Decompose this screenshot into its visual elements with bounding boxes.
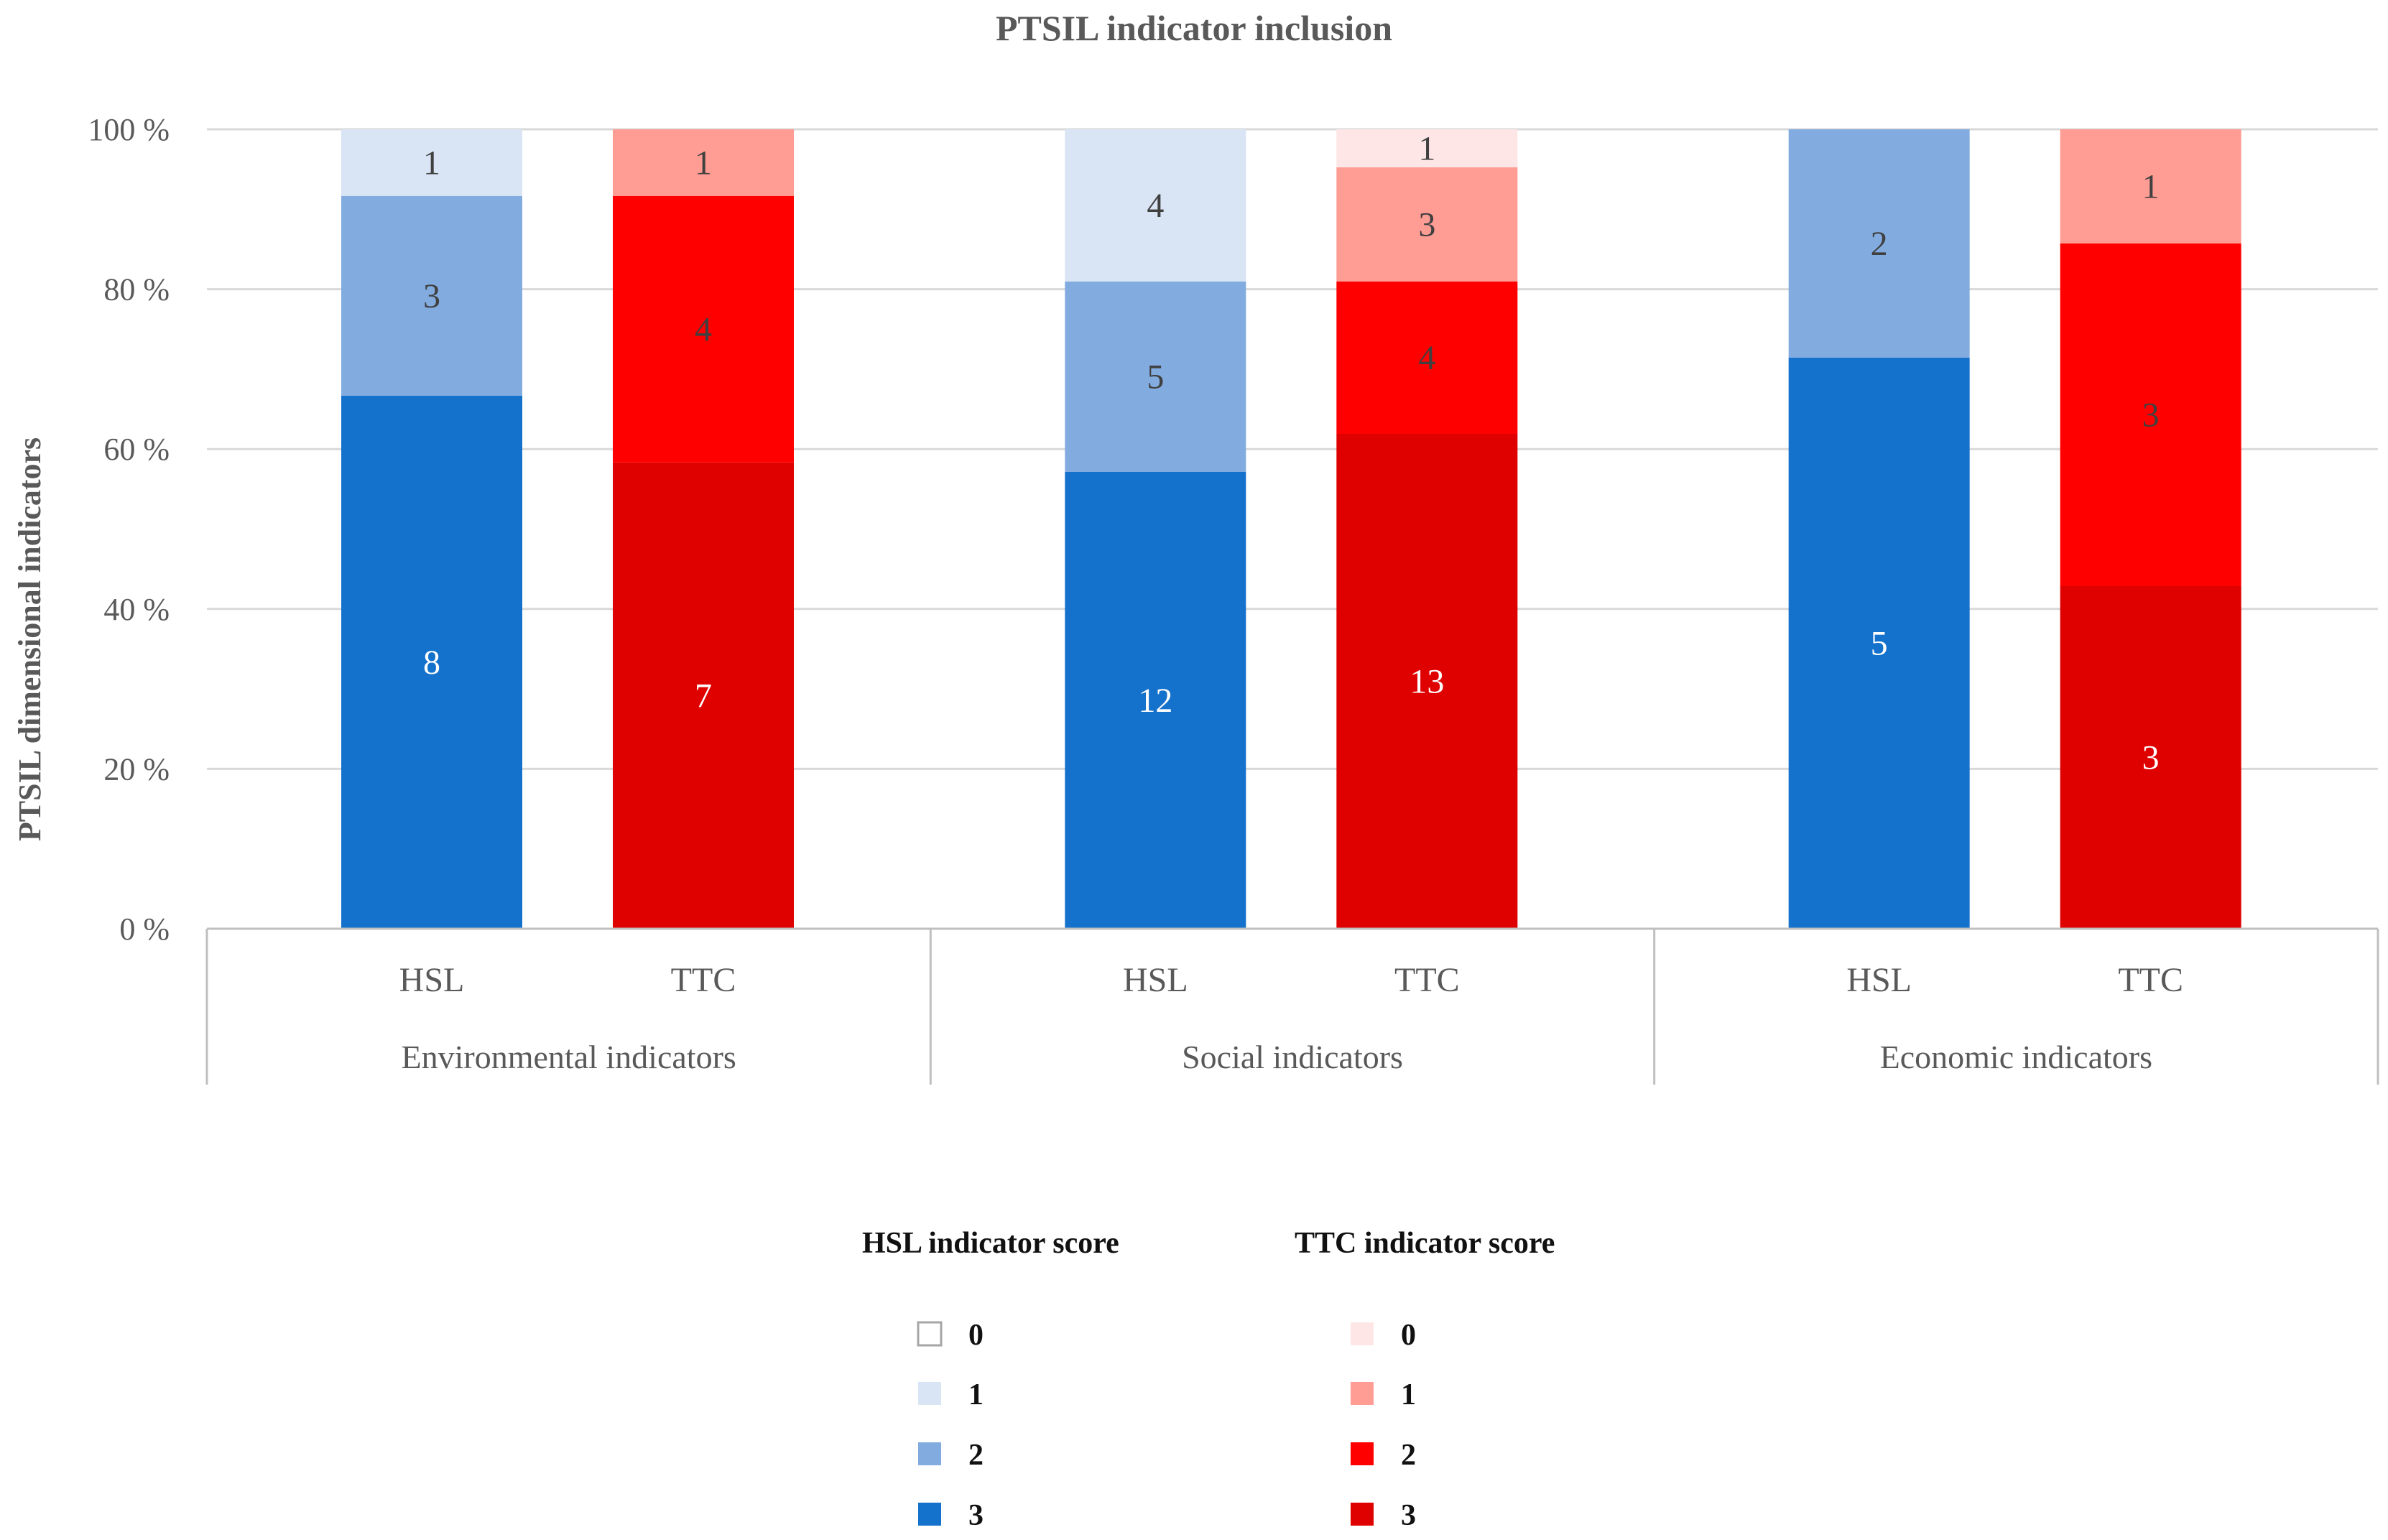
bar-segment-score-3 [1065, 472, 1246, 929]
bar-segment-score-1 [613, 129, 794, 196]
data-label: 1 [1418, 130, 1435, 168]
data-label: 4 [695, 310, 712, 348]
bar-segment-score-2 [613, 195, 794, 463]
bar-segment-score-3 [1336, 434, 1518, 929]
data-label: 4 [1418, 339, 1435, 377]
data-label: 4 [1147, 187, 1164, 225]
bar-segment-score-1 [1065, 129, 1246, 282]
legend-label: 0 [968, 1319, 984, 1352]
y-tick-label: 0 % [119, 912, 170, 947]
x-category-label: TTC [1394, 961, 1460, 999]
data-label: 5 [1147, 358, 1164, 396]
data-label: 13 [1410, 663, 1444, 701]
bar-social-hsl: 12 5 4 [1065, 129, 1246, 929]
x-category-label: TTC [2118, 961, 2183, 999]
bar-segment-score-2 [341, 195, 522, 396]
bar-segment-score-3 [2060, 586, 2241, 929]
x-group-label: Environmental indicators [402, 1039, 736, 1075]
legend-swatch [918, 1503, 941, 1526]
legend-swatch [1351, 1382, 1374, 1405]
data-label: 8 [423, 644, 440, 682]
legend-swatch [918, 1382, 941, 1405]
legend-label: 2 [968, 1439, 984, 1472]
bar-economic-hsl: 52 [1788, 129, 1970, 929]
bar-segment-score-1 [1336, 167, 1518, 282]
bar-segment-score-1 [2060, 129, 2241, 243]
bar-segment-score-2 [1336, 282, 1518, 434]
gridlines: 0 % 20 % 40 % 60 % 80 % 100 % [88, 112, 2378, 947]
data-label: 3 [1418, 206, 1435, 244]
legend-title: TTC indicator score [1295, 1227, 1555, 1260]
legend-swatch [1351, 1503, 1374, 1526]
y-axis-title: PTSIL dimensional indicators [12, 437, 47, 841]
legend-swatch [918, 1442, 941, 1465]
x-group-label: Economic indicators [1880, 1039, 2152, 1075]
data-label: 3 [423, 277, 440, 315]
legend-label: 3 [1401, 1499, 1416, 1532]
legend-title: HSL indicator score [862, 1227, 1119, 1260]
data-label: 1 [423, 144, 440, 182]
legend-ttc: TTC indicator score 0 1 2 3 [1295, 1227, 1555, 1532]
bar-segment-score-1 [341, 129, 522, 196]
y-tick-label: 60 % [103, 432, 170, 467]
bar-environmental-hsl: 8 3 1 [341, 129, 522, 929]
bar-segment-score-0 [1336, 129, 1518, 167]
x-category-label: HSL [399, 961, 465, 999]
x-group-label: Social indicators [1182, 1039, 1403, 1075]
legend-label: 1 [968, 1378, 984, 1411]
x-category-label: HSL [1846, 961, 1912, 999]
data-label: 1 [2142, 168, 2160, 206]
bar-segment-score-2 [1065, 282, 1246, 472]
data-label: 5 [1871, 625, 1888, 663]
legend-swatch [1351, 1322, 1374, 1345]
data-label: 3 [2142, 739, 2160, 777]
legend-swatch [1351, 1442, 1374, 1465]
data-label: 12 [1138, 682, 1172, 720]
bar-segment-score-2 [2060, 243, 2241, 586]
bar-segment-score-3 [341, 396, 522, 929]
bar-segment-score-2 [1788, 129, 1970, 358]
legend-label: 0 [1401, 1319, 1416, 1352]
data-label: 7 [695, 677, 712, 715]
x-category-label: TTC [671, 961, 736, 999]
bar-environmental-ttc: 7 4 1 [613, 129, 794, 929]
y-tick-label: 40 % [103, 592, 170, 627]
legend-hsl: HSL indicator score 0 1 2 3 [862, 1227, 1119, 1532]
x-axis: HSL TTC HSL TTC HSL TTC Environmental indicato… [205, 927, 2379, 1085]
y-tick-label: 20 % [103, 751, 170, 787]
data-label: 3 [2142, 396, 2160, 435]
bar-segment-score-3 [613, 462, 794, 929]
y-tick-label: 100 % [88, 112, 170, 147]
data-label: 1 [695, 144, 712, 182]
data-label: 2 [1871, 225, 1888, 263]
legend-label: 2 [1401, 1439, 1416, 1472]
x-category-label: HSL [1123, 961, 1188, 999]
legend-swatch [917, 1321, 943, 1347]
bar-segment-score-3 [1788, 358, 1970, 929]
legend-label: 1 [1401, 1378, 1416, 1411]
bar-economic-ttc: 3 3 1 [2060, 129, 2241, 929]
legend-label: 3 [968, 1499, 984, 1532]
bar-social-ttc: 13 4 3 1 [1336, 129, 1518, 929]
chart-title: PTSIL indicator inclusion [996, 8, 1392, 48]
y-tick-label: 80 % [103, 272, 170, 307]
